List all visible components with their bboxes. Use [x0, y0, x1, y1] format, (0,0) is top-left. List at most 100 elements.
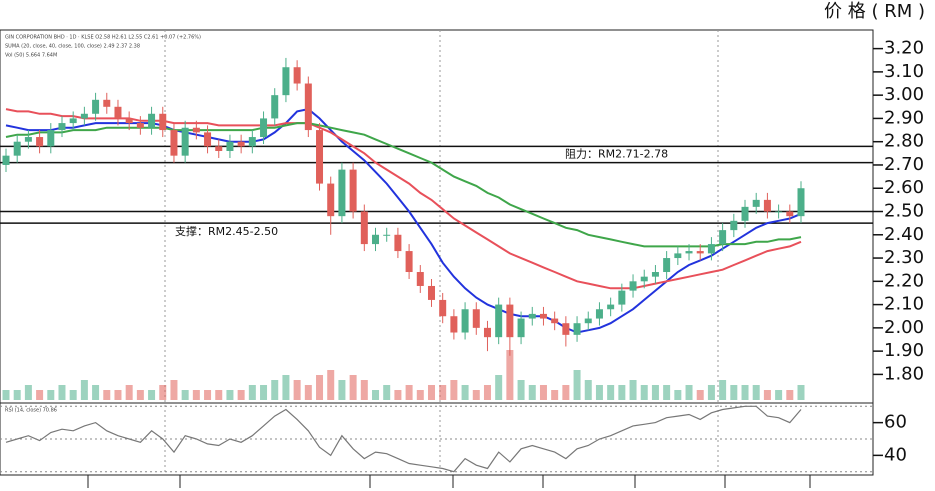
y-tick-label: 2.10: [884, 294, 924, 315]
volume-bar: [136, 390, 144, 400]
candle-body: [148, 113, 156, 128]
candle-body: [36, 137, 44, 147]
volume-bar: [338, 380, 346, 400]
candle-body: [730, 220, 738, 231]
rsi-label: RSI (14, close) 70.86: [5, 408, 57, 414]
candle-body: [528, 313, 536, 319]
y-tick-label: 2.50: [884, 201, 924, 222]
candle-body: [260, 118, 268, 138]
candle-body: [69, 118, 77, 124]
volume-bar: [651, 385, 659, 400]
volume-bar: [372, 390, 380, 400]
vertical-guides: [164, 30, 719, 475]
volume-bar: [797, 385, 805, 400]
volume-bar: [36, 390, 44, 400]
candle-body: [360, 211, 368, 245]
volume-bar: [2, 390, 10, 400]
y-tick-label: 2.00: [884, 317, 924, 338]
candle-body: [92, 99, 100, 114]
volume-bar: [24, 385, 32, 400]
candle-body: [24, 137, 32, 142]
volume-bar: [159, 385, 167, 400]
candle-body: [47, 130, 55, 147]
candle-body: [192, 127, 200, 133]
candle-body: [539, 313, 547, 319]
y-tick-label: 2.40: [884, 224, 924, 245]
candle-body: [293, 67, 301, 84]
volume-bar: [472, 390, 480, 400]
volume-bar: [584, 380, 592, 400]
candle-body: [394, 234, 402, 252]
volume-bar: [293, 380, 301, 400]
candle-body: [752, 199, 760, 207]
candle-body: [629, 281, 637, 291]
rsi-tick-label: 60: [884, 412, 907, 433]
volume-bar: [528, 385, 536, 400]
candle-body: [181, 127, 189, 156]
candle-body: [237, 141, 245, 147]
volume-bar: [439, 385, 447, 400]
candle-body: [114, 106, 122, 119]
candle-body: [506, 304, 514, 338]
volume-bar: [752, 385, 760, 400]
volume-bar: [13, 390, 21, 400]
candle-body: [349, 169, 357, 212]
volume-bar: [204, 390, 212, 400]
axis-title: 价 格 ( RM ): [824, 1, 925, 22]
candle-body: [741, 206, 749, 221]
volume-bar: [58, 385, 66, 400]
y-tick-label: 2.70: [884, 154, 924, 175]
volume-bar: [763, 390, 771, 400]
volume-bar: [618, 385, 626, 400]
volume-bar: [226, 390, 234, 400]
candle-body: [338, 169, 346, 217]
candle-body: [248, 137, 256, 147]
volume-bar: [719, 380, 727, 400]
y-tick-label: 2.60: [884, 177, 924, 198]
y-tick-label: 2.80: [884, 131, 924, 152]
volume-bar: [461, 385, 469, 400]
volume-bar: [69, 390, 77, 400]
candle-body: [786, 211, 794, 217]
candle-body: [618, 290, 626, 305]
candle-body: [472, 309, 480, 328]
candle-body: [204, 132, 212, 147]
candle-body: [584, 318, 592, 324]
volume-bar: [696, 390, 704, 400]
candle-body: [327, 183, 335, 217]
volume-bar: [383, 385, 391, 400]
candle-body: [517, 318, 525, 338]
candle-body: [316, 130, 324, 184]
candle-body: [383, 234, 391, 236]
candle-body: [271, 95, 279, 119]
y-tick-label: 3.10: [884, 61, 924, 82]
candle-body: [416, 272, 424, 286]
y-tick-label: 2.20: [884, 270, 924, 291]
candle-body: [640, 276, 648, 282]
volume-bar: [517, 380, 525, 400]
volume-bar: [786, 390, 794, 400]
y-tick-label: 2.90: [884, 107, 924, 128]
volume-bar: [495, 375, 503, 400]
volume-bar: [170, 380, 178, 400]
volume-bar: [595, 385, 603, 400]
volume-bar: [685, 385, 693, 400]
y-tick-label: 3.00: [884, 84, 924, 105]
volume-bar: [741, 385, 749, 400]
volume-bar: [506, 350, 514, 400]
candle-body: [495, 304, 503, 338]
candle-body: [13, 141, 21, 156]
volume-bar: [573, 370, 581, 400]
volume-bar: [304, 385, 312, 400]
zone-label: 阻力：RM2.71-2.78: [565, 147, 668, 160]
volume-bar: [416, 390, 424, 400]
candle-body: [651, 272, 659, 277]
candle-body: [405, 251, 413, 273]
volume-bar: [271, 380, 279, 400]
y-tick-label: 1.80: [884, 363, 924, 384]
volume-bar: [360, 380, 368, 400]
candle-body: [450, 316, 458, 333]
candle-body: [763, 199, 771, 212]
header-line: Vol (50) 5.664 7.64M: [5, 53, 57, 59]
